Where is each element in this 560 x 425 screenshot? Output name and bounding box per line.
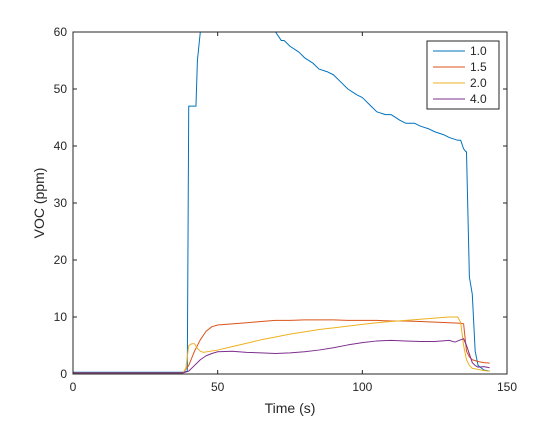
- legend-label-1-5: 1.5: [470, 60, 487, 74]
- x-axis-label: Time (s): [265, 400, 316, 416]
- series-line-4-0: [73, 338, 490, 374]
- y-tick-label: 0: [60, 367, 67, 381]
- y-axis-label: VOC (ppm): [31, 168, 47, 239]
- legend-label-4-0: 4.0: [470, 92, 487, 106]
- x-tick-label: 0: [70, 380, 77, 394]
- series-layer: [73, 31, 490, 374]
- legend: 1.0 1.5 2.0 4.0: [426, 40, 500, 110]
- legend-label-2-0: 2.0: [470, 76, 487, 90]
- legend-box: [426, 40, 500, 110]
- y-tick-label: 20: [54, 253, 68, 267]
- y-tick-label: 10: [54, 310, 68, 324]
- x-tick-label: 150: [497, 380, 517, 394]
- y-tick-label: 60: [54, 25, 68, 39]
- y-tick-label: 50: [54, 82, 68, 96]
- y-tick-label: 40: [54, 139, 68, 153]
- y-tick-label: 30: [54, 196, 68, 210]
- legend-label-1-0: 1.0: [470, 44, 487, 58]
- series-line-2-0: [73, 316, 490, 374]
- axes-layer: 0 50 100 150 0 10 20 30 40 50 60: [54, 25, 518, 394]
- series-line-1-5: [73, 319, 490, 374]
- series-line-1-0: [73, 31, 490, 373]
- x-tick-label: 100: [352, 380, 372, 394]
- x-tick-label: 50: [211, 380, 225, 394]
